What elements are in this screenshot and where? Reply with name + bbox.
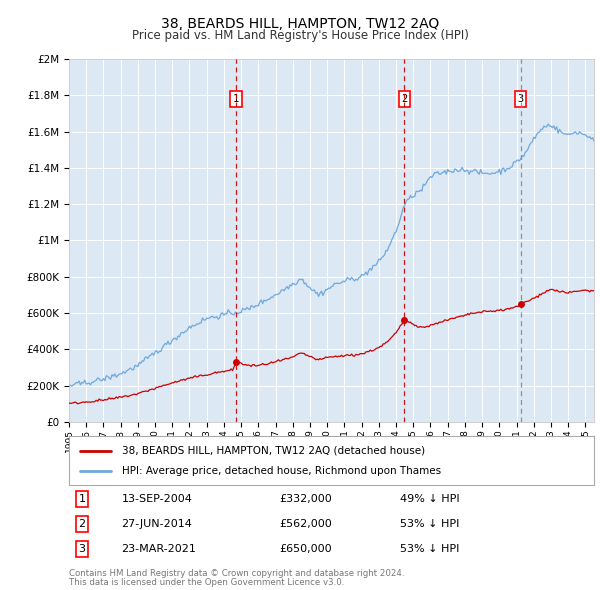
Text: 3: 3	[79, 544, 86, 554]
Text: Price paid vs. HM Land Registry's House Price Index (HPI): Price paid vs. HM Land Registry's House …	[131, 30, 469, 42]
Text: £650,000: £650,000	[279, 544, 332, 554]
Text: HPI: Average price, detached house, Richmond upon Thames: HPI: Average price, detached house, Rich…	[121, 466, 440, 476]
Text: £332,000: £332,000	[279, 494, 332, 504]
Text: 1: 1	[233, 94, 239, 104]
Text: 53% ↓ HPI: 53% ↓ HPI	[400, 544, 459, 554]
Text: 53% ↓ HPI: 53% ↓ HPI	[400, 519, 459, 529]
Text: This data is licensed under the Open Government Licence v3.0.: This data is licensed under the Open Gov…	[69, 578, 344, 587]
Text: 13-SEP-2004: 13-SEP-2004	[121, 494, 193, 504]
Text: 3: 3	[517, 94, 524, 104]
Text: 23-MAR-2021: 23-MAR-2021	[121, 544, 196, 554]
Text: 1: 1	[79, 494, 86, 504]
Text: 38, BEARDS HILL, HAMPTON, TW12 2AQ (detached house): 38, BEARDS HILL, HAMPTON, TW12 2AQ (deta…	[121, 445, 425, 455]
Text: 2: 2	[79, 519, 86, 529]
Text: 49% ↓ HPI: 49% ↓ HPI	[400, 494, 460, 504]
Text: Contains HM Land Registry data © Crown copyright and database right 2024.: Contains HM Land Registry data © Crown c…	[69, 569, 404, 578]
Text: 2: 2	[401, 94, 407, 104]
Text: 27-JUN-2014: 27-JUN-2014	[121, 519, 193, 529]
Text: 38, BEARDS HILL, HAMPTON, TW12 2AQ: 38, BEARDS HILL, HAMPTON, TW12 2AQ	[161, 17, 439, 31]
Text: £562,000: £562,000	[279, 519, 332, 529]
